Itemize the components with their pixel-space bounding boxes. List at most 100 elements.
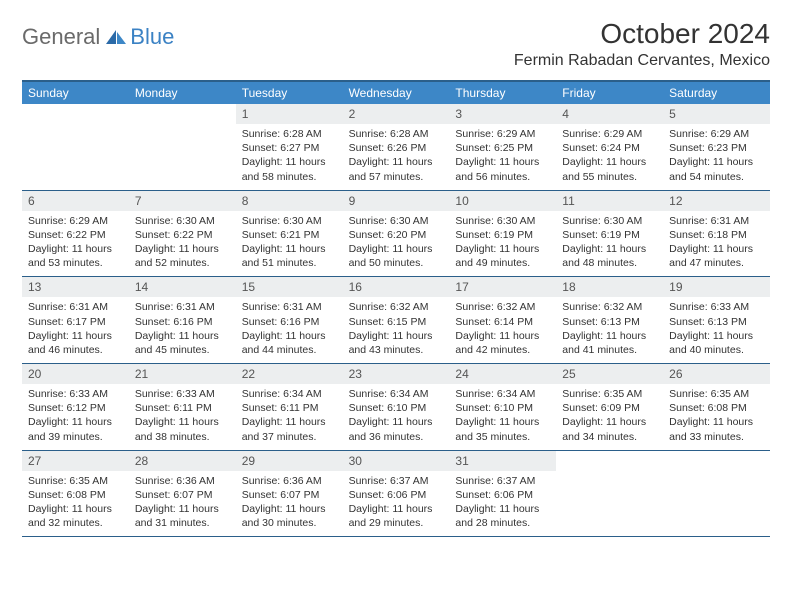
sunrise-text: Sunrise: 6:33 AM bbox=[135, 387, 230, 401]
day-cell: Sunrise: 6:33 AMSunset: 6:11 PMDaylight:… bbox=[129, 384, 236, 450]
sunrise-text: Sunrise: 6:33 AM bbox=[669, 300, 764, 314]
daylight-text: Daylight: 11 hours and 38 minutes. bbox=[135, 415, 230, 443]
sunset-text: Sunset: 6:10 PM bbox=[455, 401, 550, 415]
day-header-thu: Thursday bbox=[449, 82, 556, 104]
day-number bbox=[556, 451, 663, 471]
sunset-text: Sunset: 6:27 PM bbox=[242, 141, 337, 155]
day-number: 26 bbox=[663, 364, 770, 384]
day-cell: Sunrise: 6:34 AMSunset: 6:10 PMDaylight:… bbox=[449, 384, 556, 450]
day-header-sun: Sunday bbox=[22, 82, 129, 104]
sunset-text: Sunset: 6:20 PM bbox=[349, 228, 444, 242]
day-number: 21 bbox=[129, 364, 236, 384]
daylight-text: Daylight: 11 hours and 37 minutes. bbox=[242, 415, 337, 443]
daylight-text: Daylight: 11 hours and 32 minutes. bbox=[28, 502, 123, 530]
day-number: 20 bbox=[22, 364, 129, 384]
daylight-text: Daylight: 11 hours and 28 minutes. bbox=[455, 502, 550, 530]
sunrise-text: Sunrise: 6:30 AM bbox=[455, 214, 550, 228]
daylight-text: Daylight: 11 hours and 29 minutes. bbox=[349, 502, 444, 530]
daylight-text: Daylight: 11 hours and 30 minutes. bbox=[242, 502, 337, 530]
day-cell: Sunrise: 6:28 AMSunset: 6:27 PMDaylight:… bbox=[236, 124, 343, 190]
day-number: 11 bbox=[556, 191, 663, 211]
day-number: 27 bbox=[22, 451, 129, 471]
sunrise-text: Sunrise: 6:30 AM bbox=[242, 214, 337, 228]
day-cell: Sunrise: 6:37 AMSunset: 6:06 PMDaylight:… bbox=[449, 471, 556, 537]
week-daynum-row: 6789101112 bbox=[22, 191, 770, 211]
day-number: 25 bbox=[556, 364, 663, 384]
daylight-text: Daylight: 11 hours and 46 minutes. bbox=[28, 329, 123, 357]
daylight-text: Daylight: 11 hours and 40 minutes. bbox=[669, 329, 764, 357]
day-cell: Sunrise: 6:33 AMSunset: 6:12 PMDaylight:… bbox=[22, 384, 129, 450]
sunrise-text: Sunrise: 6:35 AM bbox=[562, 387, 657, 401]
sunset-text: Sunset: 6:22 PM bbox=[28, 228, 123, 242]
day-number bbox=[663, 451, 770, 471]
daylight-text: Daylight: 11 hours and 53 minutes. bbox=[28, 242, 123, 270]
day-number: 24 bbox=[449, 364, 556, 384]
day-number: 17 bbox=[449, 277, 556, 297]
daylight-text: Daylight: 11 hours and 52 minutes. bbox=[135, 242, 230, 270]
day-cell: Sunrise: 6:30 AMSunset: 6:19 PMDaylight:… bbox=[556, 211, 663, 277]
daylight-text: Daylight: 11 hours and 39 minutes. bbox=[28, 415, 123, 443]
week-daynum-row: 12345 bbox=[22, 104, 770, 124]
sunset-text: Sunset: 6:06 PM bbox=[349, 488, 444, 502]
day-number: 12 bbox=[663, 191, 770, 211]
sunrise-text: Sunrise: 6:37 AM bbox=[455, 474, 550, 488]
sunset-text: Sunset: 6:08 PM bbox=[28, 488, 123, 502]
sunrise-text: Sunrise: 6:31 AM bbox=[28, 300, 123, 314]
day-number: 30 bbox=[343, 451, 450, 471]
day-cell: Sunrise: 6:30 AMSunset: 6:21 PMDaylight:… bbox=[236, 211, 343, 277]
calendar: Sunday Monday Tuesday Wednesday Thursday… bbox=[22, 80, 770, 537]
sunrise-text: Sunrise: 6:29 AM bbox=[455, 127, 550, 141]
day-number: 9 bbox=[343, 191, 450, 211]
daylight-text: Daylight: 11 hours and 58 minutes. bbox=[242, 155, 337, 183]
day-number: 6 bbox=[22, 191, 129, 211]
daylight-text: Daylight: 11 hours and 41 minutes. bbox=[562, 329, 657, 357]
daylight-text: Daylight: 11 hours and 34 minutes. bbox=[562, 415, 657, 443]
sunset-text: Sunset: 6:15 PM bbox=[349, 315, 444, 329]
sunrise-text: Sunrise: 6:29 AM bbox=[562, 127, 657, 141]
sunset-text: Sunset: 6:24 PM bbox=[562, 141, 657, 155]
week-daynum-row: 13141516171819 bbox=[22, 277, 770, 297]
day-cell bbox=[663, 471, 770, 537]
day-headers: Sunday Monday Tuesday Wednesday Thursday… bbox=[22, 82, 770, 104]
day-header-wed: Wednesday bbox=[343, 82, 450, 104]
sunrise-text: Sunrise: 6:37 AM bbox=[349, 474, 444, 488]
day-cell: Sunrise: 6:31 AMSunset: 6:18 PMDaylight:… bbox=[663, 211, 770, 277]
daylight-text: Daylight: 11 hours and 49 minutes. bbox=[455, 242, 550, 270]
sunset-text: Sunset: 6:11 PM bbox=[242, 401, 337, 415]
sunrise-text: Sunrise: 6:30 AM bbox=[135, 214, 230, 228]
daylight-text: Daylight: 11 hours and 47 minutes. bbox=[669, 242, 764, 270]
day-number: 3 bbox=[449, 104, 556, 124]
sunset-text: Sunset: 6:11 PM bbox=[135, 401, 230, 415]
day-cell: Sunrise: 6:31 AMSunset: 6:17 PMDaylight:… bbox=[22, 297, 129, 363]
sunrise-text: Sunrise: 6:34 AM bbox=[349, 387, 444, 401]
sunset-text: Sunset: 6:13 PM bbox=[669, 315, 764, 329]
day-cell: Sunrise: 6:35 AMSunset: 6:09 PMDaylight:… bbox=[556, 384, 663, 450]
sunset-text: Sunset: 6:23 PM bbox=[669, 141, 764, 155]
week-body-row: Sunrise: 6:28 AMSunset: 6:27 PMDaylight:… bbox=[22, 124, 770, 191]
sunrise-text: Sunrise: 6:28 AM bbox=[349, 127, 444, 141]
day-number: 13 bbox=[22, 277, 129, 297]
daylight-text: Daylight: 11 hours and 50 minutes. bbox=[349, 242, 444, 270]
day-number: 2 bbox=[343, 104, 450, 124]
day-header-tue: Tuesday bbox=[236, 82, 343, 104]
daylight-text: Daylight: 11 hours and 31 minutes. bbox=[135, 502, 230, 530]
day-number: 8 bbox=[236, 191, 343, 211]
week-body-row: Sunrise: 6:31 AMSunset: 6:17 PMDaylight:… bbox=[22, 297, 770, 364]
day-cell: Sunrise: 6:37 AMSunset: 6:06 PMDaylight:… bbox=[343, 471, 450, 537]
day-number: 10 bbox=[449, 191, 556, 211]
day-cell: Sunrise: 6:32 AMSunset: 6:13 PMDaylight:… bbox=[556, 297, 663, 363]
daylight-text: Daylight: 11 hours and 42 minutes. bbox=[455, 329, 550, 357]
day-cell: Sunrise: 6:29 AMSunset: 6:25 PMDaylight:… bbox=[449, 124, 556, 190]
sunrise-text: Sunrise: 6:32 AM bbox=[562, 300, 657, 314]
sunset-text: Sunset: 6:25 PM bbox=[455, 141, 550, 155]
day-cell: Sunrise: 6:30 AMSunset: 6:22 PMDaylight:… bbox=[129, 211, 236, 277]
day-number: 19 bbox=[663, 277, 770, 297]
daylight-text: Daylight: 11 hours and 48 minutes. bbox=[562, 242, 657, 270]
location: Fermin Rabadan Cervantes, Mexico bbox=[514, 52, 770, 70]
day-cell: Sunrise: 6:29 AMSunset: 6:24 PMDaylight:… bbox=[556, 124, 663, 190]
sunset-text: Sunset: 6:14 PM bbox=[455, 315, 550, 329]
sunrise-text: Sunrise: 6:33 AM bbox=[28, 387, 123, 401]
daylight-text: Daylight: 11 hours and 55 minutes. bbox=[562, 155, 657, 183]
sunset-text: Sunset: 6:07 PM bbox=[135, 488, 230, 502]
logo-text-blue: Blue bbox=[130, 24, 174, 50]
